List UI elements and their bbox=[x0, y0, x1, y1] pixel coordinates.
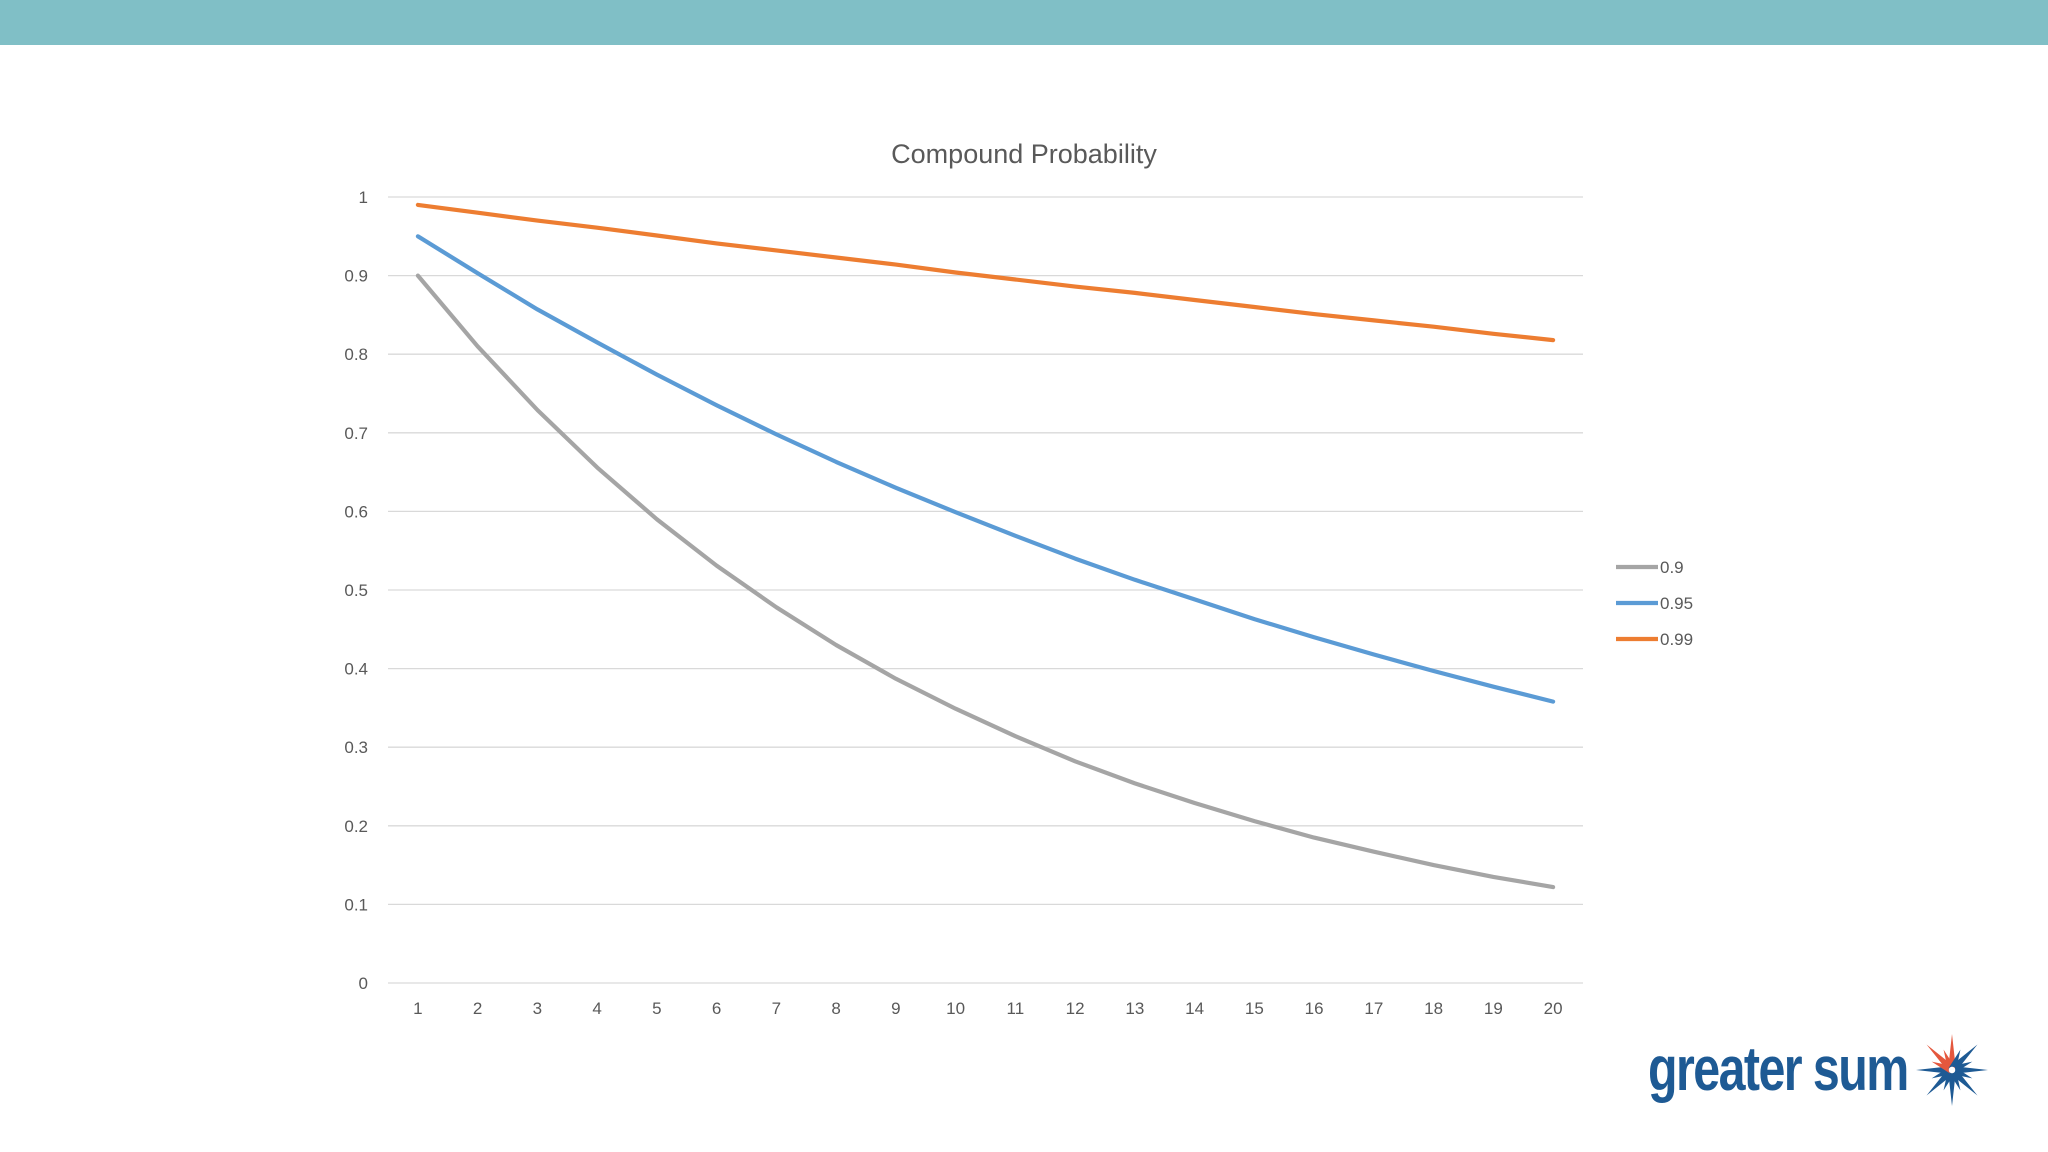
top-banner bbox=[0, 0, 2048, 45]
legend: 0.9 0.95 0.99 bbox=[1616, 558, 1693, 649]
x-tick-label: 17 bbox=[1364, 999, 1383, 1018]
y-tick-label: 0.3 bbox=[344, 738, 368, 757]
y-tick-label: 0.8 bbox=[344, 345, 368, 364]
legend-label: 0.9 bbox=[1660, 558, 1684, 577]
x-tick-label: 15 bbox=[1245, 999, 1264, 1018]
y-tick-label: 0.9 bbox=[344, 267, 368, 286]
y-tick-label: 0.4 bbox=[344, 660, 368, 679]
x-tick-label: 18 bbox=[1424, 999, 1443, 1018]
x-tick-label: 5 bbox=[652, 999, 661, 1018]
x-tick-label: 6 bbox=[712, 999, 721, 1018]
x-tick-label: 13 bbox=[1125, 999, 1144, 1018]
x-tick-label: 7 bbox=[772, 999, 781, 1018]
legend-label: 0.99 bbox=[1660, 630, 1693, 649]
x-tick-label: 10 bbox=[946, 999, 965, 1018]
chart-title: Compound Probability bbox=[891, 139, 1157, 169]
x-tick-label: 16 bbox=[1305, 999, 1324, 1018]
x-tick-label: 1 bbox=[413, 999, 422, 1018]
x-tick-label: 11 bbox=[1007, 999, 1025, 1018]
y-tick-label: 0.5 bbox=[344, 581, 368, 600]
x-tick-label: 19 bbox=[1484, 999, 1503, 1018]
series-line-0.95 bbox=[415, 234, 1556, 704]
x-tick-label: 20 bbox=[1544, 999, 1563, 1018]
starburst-icon bbox=[1916, 1034, 1988, 1106]
series-lines bbox=[415, 202, 1556, 890]
gridlines bbox=[388, 196, 1583, 984]
y-axis-ticks: 0 0.1 0.2 0.3 0.4 0.5 0.6 0.7 0.8 0.9 1 bbox=[344, 188, 368, 993]
x-tick-label: 14 bbox=[1185, 999, 1204, 1018]
y-tick-label: 0.2 bbox=[344, 817, 368, 836]
x-axis-ticks: 1 2 3 4 5 6 7 8 9 10 11 12 13 14 15 16 17 18 19 20 bbox=[413, 999, 1562, 1018]
y-tick-label: 0.6 bbox=[344, 502, 368, 521]
x-tick-label: 12 bbox=[1066, 999, 1085, 1018]
legend-label: 0.95 bbox=[1660, 594, 1693, 613]
y-tick-label: 0.1 bbox=[344, 895, 368, 914]
series-line-0.9 bbox=[415, 273, 1556, 890]
y-tick-label: 0.7 bbox=[344, 424, 368, 443]
x-tick-label: 3 bbox=[533, 999, 542, 1018]
logo-text: greater sum bbox=[1648, 1035, 1909, 1104]
y-tick-label: 1 bbox=[359, 188, 368, 207]
x-tick-label: 4 bbox=[592, 999, 601, 1018]
x-tick-label: 9 bbox=[891, 999, 900, 1018]
y-tick-label: 0 bbox=[359, 974, 368, 993]
greater-sum-logo: greater sum bbox=[1648, 1030, 1998, 1110]
x-tick-label: 8 bbox=[831, 999, 840, 1018]
logo-ray bbox=[1950, 1061, 1973, 1074]
series-line-0.99 bbox=[415, 202, 1556, 343]
x-tick-label: 2 bbox=[473, 999, 482, 1018]
